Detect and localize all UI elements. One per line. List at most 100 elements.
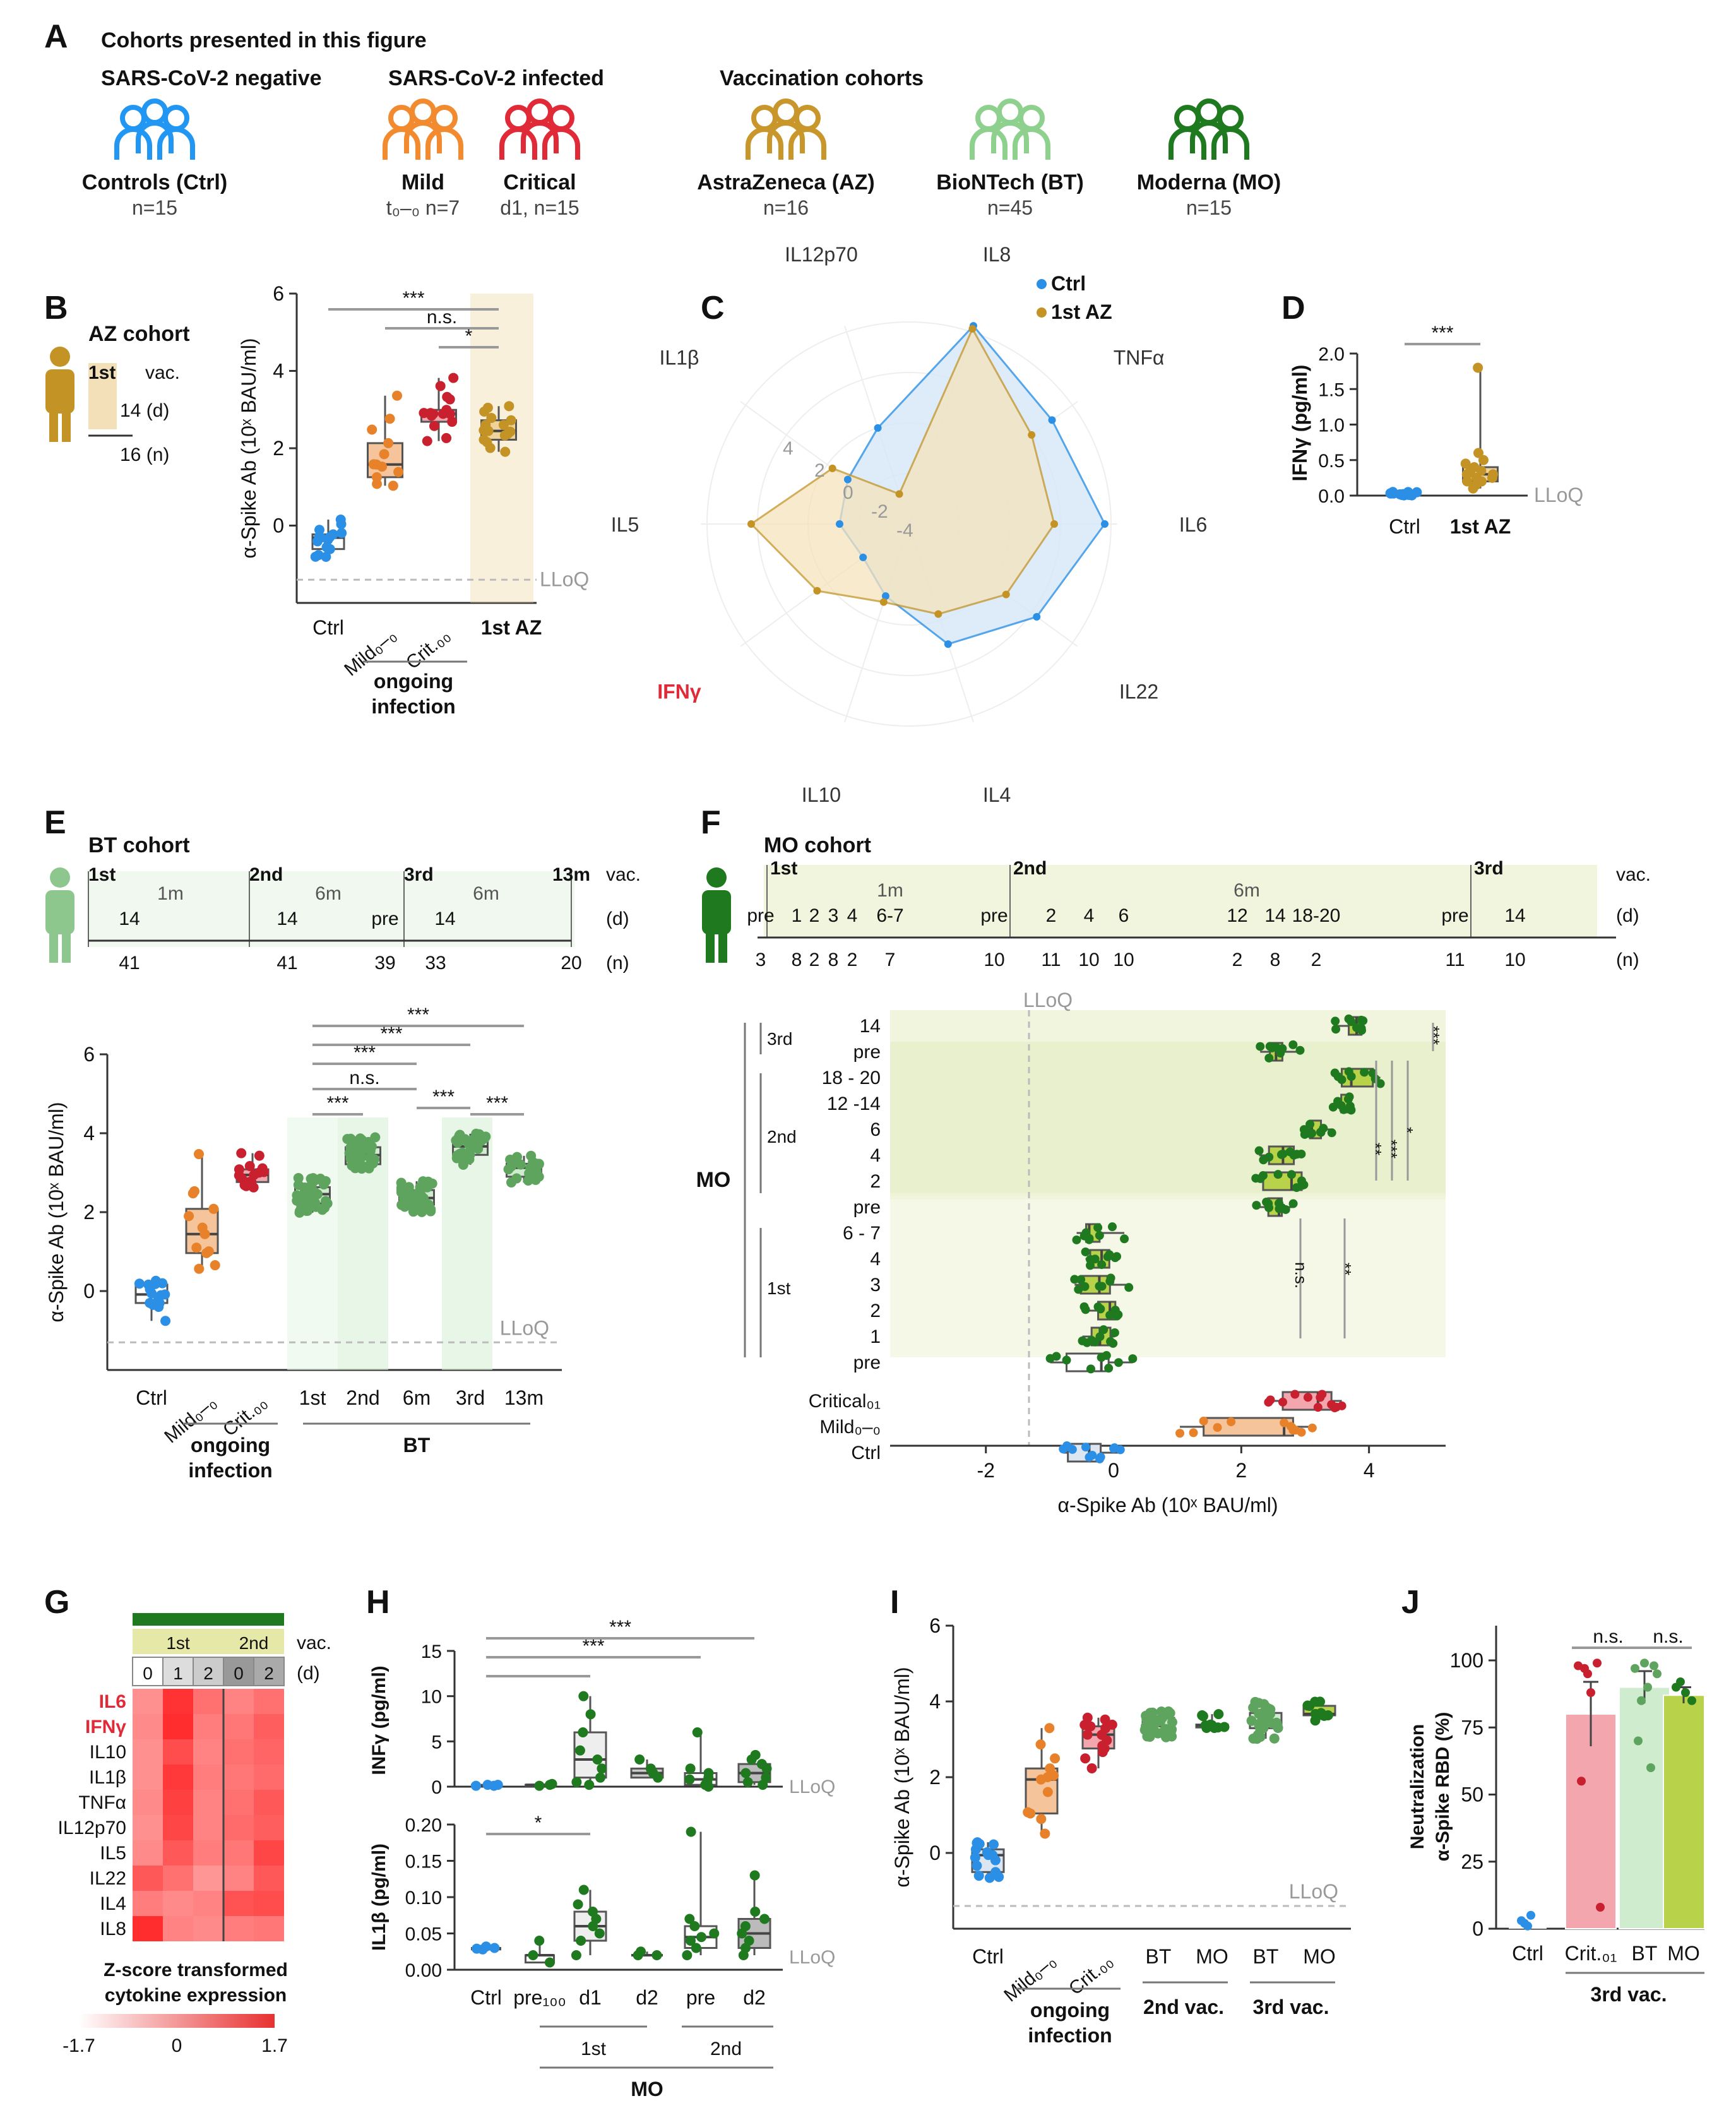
panelF-point bbox=[1289, 1150, 1299, 1160]
panelJ-ytick-label: 75 bbox=[1461, 1716, 1483, 1739]
panelG-cell bbox=[133, 1815, 163, 1840]
panelE-2nd-point bbox=[366, 1141, 377, 1152]
panelJ-point bbox=[1637, 1696, 1646, 1705]
panelH-xlabel: d2 bbox=[743, 1986, 766, 2009]
panelG-cell bbox=[163, 1790, 193, 1815]
panelI-mild-point bbox=[1045, 1763, 1055, 1774]
panelF-n: 10 bbox=[1504, 950, 1525, 970]
panelB-az-point bbox=[506, 415, 516, 426]
panelI-ctrl-point bbox=[970, 1852, 980, 1863]
panelC-radial-tick: -4 bbox=[896, 520, 913, 541]
panelF-point bbox=[1102, 1351, 1111, 1361]
person-icon bbox=[45, 867, 74, 963]
panelC-az-point bbox=[828, 464, 836, 472]
panelJ-point bbox=[1593, 1658, 1602, 1668]
panelF-point bbox=[1070, 1275, 1079, 1284]
panelC-az-point bbox=[934, 610, 942, 618]
panelF-point bbox=[1095, 1332, 1105, 1342]
panelE-mild-point bbox=[210, 1260, 220, 1271]
panelB-ctrl-point bbox=[312, 536, 323, 547]
panelE-ctrl-point bbox=[145, 1284, 155, 1295]
panelC-az-point bbox=[1002, 590, 1010, 598]
panelB-crit-point bbox=[441, 432, 452, 443]
panelG-cell bbox=[193, 1689, 223, 1714]
panelF-n: 3 bbox=[756, 950, 766, 970]
panelF-point bbox=[1331, 1016, 1340, 1026]
panelF-day: 2 bbox=[1046, 905, 1057, 926]
panelF-timeline-band bbox=[764, 865, 1597, 938]
panelG-row-label: IL12p70 bbox=[58, 1818, 126, 1838]
panelJ-sig-label: n.s. bbox=[1593, 1626, 1623, 1647]
panelA-group-negative: SARS-CoV-2 negative bbox=[101, 66, 322, 90]
panelI-ylabel: α-Spike Ab (10ˣ BAU/ml) bbox=[891, 1667, 913, 1887]
panelF-row-label: Mild₀–₀ bbox=[819, 1417, 881, 1438]
panelJ-xlabel: MO bbox=[1667, 1942, 1700, 1965]
panelI-mild-point bbox=[1040, 1828, 1050, 1839]
panelF-point bbox=[1297, 1149, 1306, 1158]
panelE-dose-label: 1st bbox=[88, 864, 116, 885]
panelH-top-pre-point bbox=[547, 1778, 557, 1789]
panelD-ctrl-point bbox=[1403, 489, 1414, 500]
panelF-point bbox=[1278, 1397, 1287, 1407]
panelF-point bbox=[1333, 1097, 1343, 1106]
panelF-point bbox=[1120, 1234, 1129, 1244]
panelE-day: 14 bbox=[276, 908, 297, 929]
panelH-xlabel: d1 bbox=[579, 1986, 602, 2009]
panelH-top-ytick-label: 5 bbox=[431, 1732, 442, 1753]
panelH-bot-pre2-point bbox=[689, 1921, 700, 1931]
panelE-ytick-label: 0 bbox=[83, 1280, 95, 1302]
panelJ-point bbox=[1640, 1658, 1649, 1668]
panelE-mild-point bbox=[191, 1242, 202, 1253]
panelF-point bbox=[1266, 1395, 1275, 1405]
panelE-1st-point bbox=[319, 1179, 330, 1190]
panelE-vac: vac. bbox=[606, 864, 641, 885]
cohort-n: d1, n=15 bbox=[500, 196, 579, 219]
panelF-point bbox=[1295, 1045, 1305, 1055]
panelI-bt2-point bbox=[1167, 1731, 1177, 1742]
panelG-cell bbox=[254, 1689, 284, 1714]
panelG-cell bbox=[193, 1765, 223, 1790]
person-icon bbox=[702, 867, 731, 963]
panelH-bot-pre2-point bbox=[686, 1826, 696, 1837]
panelB-group-label: infection bbox=[371, 695, 455, 718]
panelD-az-point bbox=[1473, 448, 1484, 458]
panelF-day: pre bbox=[1441, 905, 1468, 926]
panelG-day-label: 1 bbox=[173, 1664, 183, 1683]
panelC-az-point bbox=[879, 598, 888, 606]
panelJ-xlabel: Ctrl bbox=[1512, 1942, 1543, 1965]
panelF-point bbox=[1097, 1282, 1107, 1291]
panelE-3rd-point bbox=[479, 1133, 490, 1144]
panelC-axis-label: IL1β bbox=[659, 346, 699, 369]
panelF-dose-label: 1st bbox=[770, 858, 797, 879]
panelH-xlabel: pre₁₀₀ bbox=[513, 1986, 566, 2009]
panelF-row-label: 18 - 20 bbox=[822, 1068, 881, 1088]
panelB-mild-point bbox=[371, 459, 382, 470]
panelF-point bbox=[1327, 1128, 1336, 1138]
panelF-n: 11 bbox=[1445, 950, 1465, 970]
panelF-point bbox=[1330, 1068, 1340, 1078]
panelH-bot-lloq: LLoQ bbox=[789, 1947, 835, 1968]
panelE-6m-point bbox=[396, 1187, 407, 1198]
panelD-az-point bbox=[1476, 465, 1487, 476]
panelE-xlabel: 3rd bbox=[456, 1386, 485, 1409]
panelC-ctrl-point bbox=[874, 424, 882, 432]
panelG-dose-label: 1st bbox=[166, 1633, 190, 1653]
panelE-ctrl-point bbox=[160, 1289, 170, 1300]
panelF-point bbox=[1045, 1354, 1055, 1363]
panelF-point bbox=[1256, 1042, 1265, 1051]
panelG-day-label: 2 bbox=[264, 1664, 274, 1683]
panelC-ctrl-point bbox=[859, 553, 867, 561]
panelE-13m-point bbox=[532, 1158, 542, 1169]
panelG-cell bbox=[193, 1840, 223, 1866]
panelF-point bbox=[1199, 1416, 1208, 1426]
panelF-row-label: 14 bbox=[860, 1016, 881, 1037]
panelG-cell bbox=[163, 1815, 193, 1840]
panelE-ctrl-point bbox=[160, 1316, 171, 1326]
panelJ-vac-label: 3rd vac. bbox=[1591, 1983, 1667, 2006]
panelD-ylabel: IFNγ (pg/ml) bbox=[1288, 365, 1311, 482]
panelJ-point bbox=[1646, 1763, 1655, 1772]
panelG-day-label: 0 bbox=[143, 1664, 153, 1683]
panelF-point bbox=[1096, 1452, 1105, 1462]
panelI-xlabel: Crit.₀₀ bbox=[1065, 1951, 1117, 1999]
panelC-az-point bbox=[1028, 431, 1036, 439]
